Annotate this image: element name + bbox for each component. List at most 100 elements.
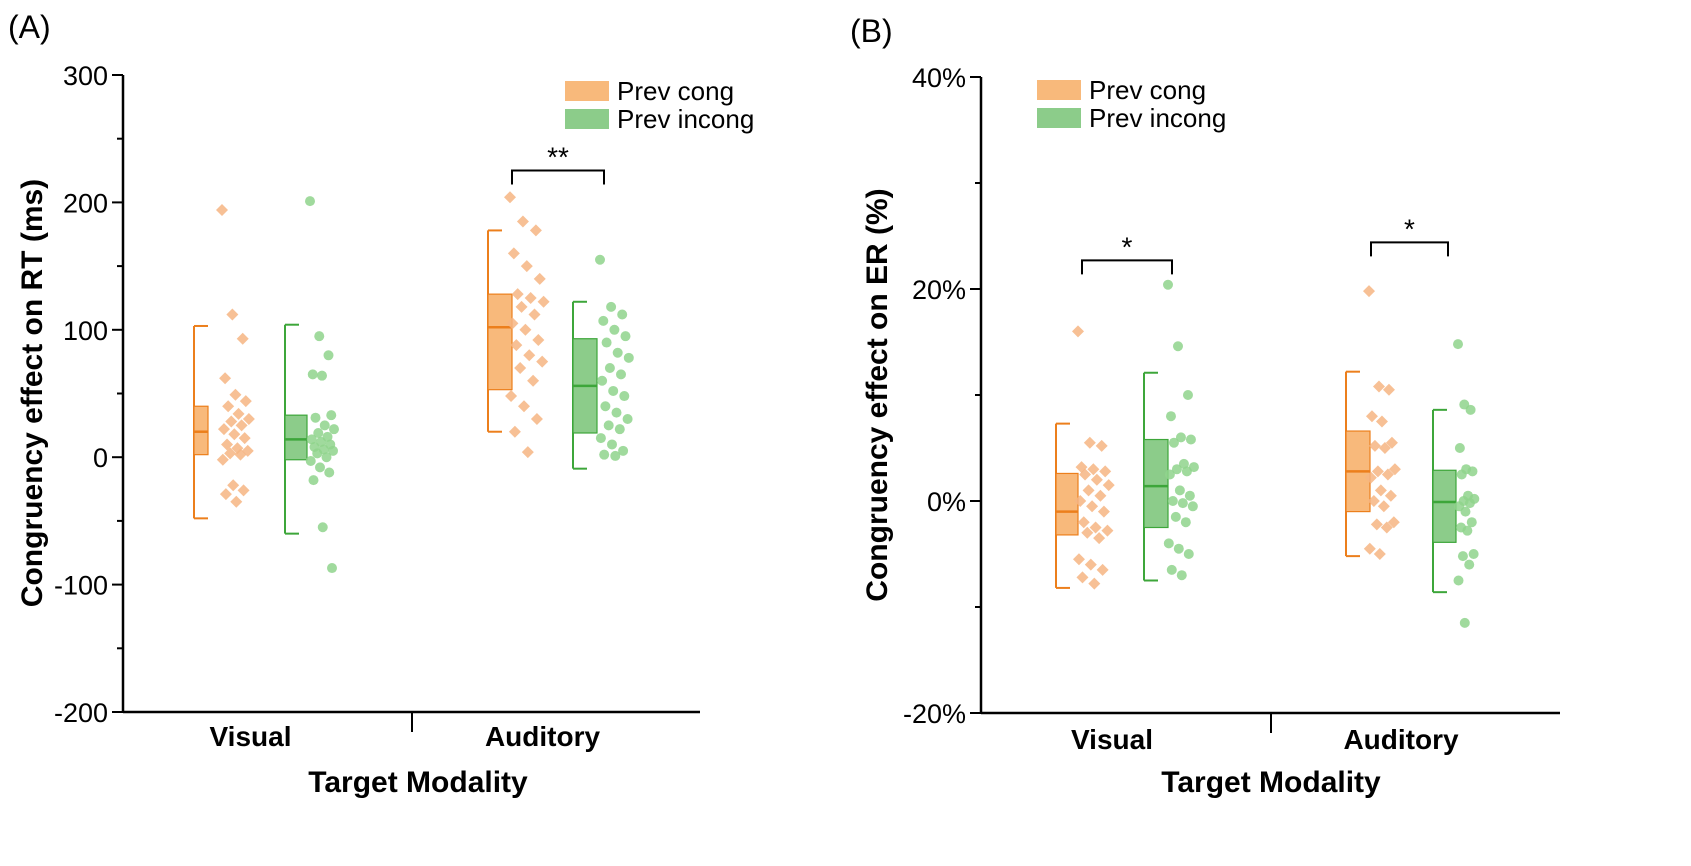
data-point-circle [610,450,621,461]
data-point-circle [600,401,611,412]
data-point-diamond [1377,500,1390,513]
data-point-diamond [232,407,245,420]
y-tick-label: 0% [927,487,966,517]
data-point-circle [1170,511,1181,522]
data-point-diamond [1372,380,1385,393]
iqr-box [284,414,308,461]
box-group-prev-cong-auditory [1345,285,1401,560]
panel-label: (A) [8,9,51,45]
legend-label-prev-incong: Prev incong [617,104,754,134]
data-point-circle [323,350,334,361]
data-point-diamond [516,215,529,228]
data-point-diamond [1364,471,1377,484]
data-point-diamond [1380,521,1393,534]
data-point-circle [598,315,609,326]
data-point-diamond [234,448,247,461]
data-point-circle [313,427,324,438]
y-tick-label: -100 [54,571,108,601]
data-point-diamond [227,479,240,492]
data-point-diamond [1371,465,1384,478]
data-point-circle [595,254,605,265]
data-point-diamond [238,432,251,445]
data-point-circle [317,522,328,533]
data-point-diamond [524,291,537,304]
data-point-diamond [533,272,546,285]
data-point-circle [315,462,325,473]
data-point-circle [306,434,317,445]
data-point-circle [1177,498,1188,509]
data-point-circle [1459,617,1470,628]
data-point-diamond [1072,553,1085,566]
significance-bracket: * [1081,231,1173,275]
data-point-circle [1181,466,1192,477]
data-point-circle [308,475,319,486]
significance-label: ** [547,142,569,173]
data-point-circle [612,347,623,358]
data-point-circle [1185,434,1196,445]
data-point-diamond [1370,518,1383,531]
iqr-box [1055,472,1079,536]
significance-bracket: * [1370,213,1449,257]
data-point-diamond [228,428,241,441]
data-point-diamond [1088,577,1101,590]
iqr-box [487,293,513,391]
data-point-diamond [523,349,536,362]
x-category-label-auditory: Auditory [485,721,601,752]
iqr-box [1143,438,1169,529]
data-point-diamond [1367,495,1380,507]
legend-swatch-prev-incong [565,109,609,129]
data-point-circle [607,439,617,450]
data-point-diamond [242,412,255,425]
data-point-circle [328,445,338,456]
data-point-diamond [1072,325,1084,338]
data-point-diamond [230,495,243,508]
data-point-circle [1182,390,1193,400]
data-point-diamond [518,400,530,413]
data-point-circle [1163,538,1174,549]
data-point-circle [307,369,318,380]
x-category-label-auditory: Auditory [1343,724,1459,755]
x-category-label-visual: Visual [1071,724,1153,755]
data-point-diamond [504,191,516,204]
data-point-circle [604,363,615,374]
data-point-circle [1454,443,1465,453]
data-point-diamond [225,415,238,428]
y-tick-label: -200 [54,698,108,728]
data-point-diamond [216,453,229,466]
legend-swatch-prev-cong [1037,80,1081,100]
data-point-diamond [216,204,228,217]
data-point-circle [312,448,323,459]
data-point-diamond [529,224,542,237]
data-point-diamond [1095,439,1108,452]
data-point-circle [1456,469,1467,480]
chart-panel-b: -20% 0% 20% 40% Visual Auditory Target Modalit… [850,13,1560,799]
significance-line [1081,259,1173,275]
data-point-diamond [222,400,235,413]
data-point-diamond [237,484,250,497]
data-point-circle [317,370,327,381]
data-point-diamond [235,419,248,432]
data-point-diamond [236,332,249,345]
data-point-circle [1164,469,1175,480]
y-tick-label: 20% [912,275,966,305]
legend-label-prev-cong: Prev cong [1089,75,1206,105]
chart-panel-a: -200 -100 0 100 200 300 Visual Auditory Target M… [8,9,754,799]
data-point-circle [1173,543,1184,554]
data-point-circle [1464,498,1475,509]
y-tick-label: 200 [63,188,108,218]
data-point-circle [1464,559,1475,570]
data-point-diamond [1090,473,1103,486]
data-point-circle [1165,411,1176,422]
significance-bracket: ** [511,142,605,185]
data-point-diamond [1363,285,1375,298]
data-point-circle [1465,404,1476,415]
data-point-circle [1167,496,1178,506]
data-point-diamond [510,339,523,352]
significance-label: * [1122,231,1133,262]
data-point-circle [305,196,315,207]
data-point-circle [321,452,332,463]
y-tick-label: 300 [63,61,108,91]
data-point-diamond [1099,465,1112,478]
iqr-box [193,405,209,456]
data-point-diamond [1093,532,1106,545]
